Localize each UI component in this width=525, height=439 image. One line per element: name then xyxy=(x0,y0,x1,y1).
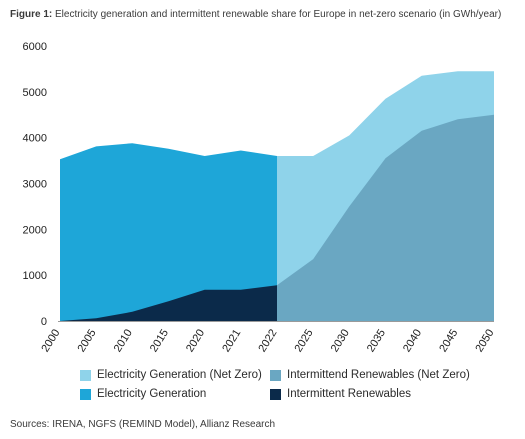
figure-label: Figure 1: xyxy=(10,9,53,20)
y-tick-label: 3000 xyxy=(23,179,47,191)
y-tick-label: 1000 xyxy=(23,270,47,282)
y-tick-label: 6000 xyxy=(23,41,47,53)
figure-title-text: Electricity generation and intermittent … xyxy=(55,9,502,20)
legend-row: Electricity Generation Intermittent Rene… xyxy=(80,388,520,400)
legend-label: Electricity Generation xyxy=(97,388,207,400)
x-tick-label: 2005 xyxy=(76,327,99,354)
x-tick-label: 2010 xyxy=(112,327,135,354)
legend-item-generation-net-zero: Electricity Generation (Net Zero) xyxy=(80,369,270,381)
x-tick-label: 2000 xyxy=(39,327,62,354)
x-tick-label: 2050 xyxy=(473,327,496,354)
legend-row: Electricity Generation (Net Zero) Interm… xyxy=(80,369,520,381)
y-tick-label: 2000 xyxy=(23,224,47,236)
x-tick-label: 2020 xyxy=(184,327,207,354)
legend-label: Intermittend Renewables (Net Zero) xyxy=(287,369,470,381)
y-tick-label: 0 xyxy=(41,316,47,328)
x-tick-label: 2015 xyxy=(148,327,171,354)
x-tick-label: 2022 xyxy=(256,327,279,354)
legend-item-renewables-net-zero: Intermittend Renewables (Net Zero) xyxy=(270,369,470,381)
x-tick-label: 2030 xyxy=(329,327,352,354)
legend-item-renewables: Intermittent Renewables xyxy=(270,388,411,400)
plot-area xyxy=(60,71,494,321)
legend: Electricity Generation (Net Zero) Interm… xyxy=(80,369,520,407)
x-tick-label: 2035 xyxy=(365,327,388,354)
y-axis: 0 1000 2000 3000 4000 5000 6000 xyxy=(23,41,47,328)
y-tick-label: 4000 xyxy=(23,133,47,145)
source-note: Sources: IRENA, NGFS (REMIND Model), All… xyxy=(10,419,276,430)
legend-label: Intermittent Renewables xyxy=(287,388,412,400)
legend-swatch xyxy=(270,369,281,381)
x-tick-label: 2045 xyxy=(437,327,460,354)
legend-label: Electricity Generation (Net Zero) xyxy=(97,369,262,381)
figure-title: Figure 1: Electricity generation and int… xyxy=(10,9,501,20)
legend-swatch xyxy=(80,388,91,400)
area-electricity-generation xyxy=(60,143,277,321)
legend-swatch xyxy=(270,388,281,400)
legend-swatch xyxy=(80,369,91,381)
x-tick-label: 2025 xyxy=(293,327,316,354)
area-intermittend-renewables-net-zero xyxy=(277,114,494,321)
x-tick-label: 2021 xyxy=(220,327,243,354)
x-tick-label: 2040 xyxy=(401,327,424,354)
area-intermittent-renewables xyxy=(60,285,277,321)
x-axis: 2000 2005 2010 2015 2020 2021 2022 2025 2030 2035… xyxy=(39,321,497,354)
legend-item-generation: Electricity Generation xyxy=(80,388,270,400)
y-tick-label: 5000 xyxy=(23,87,47,99)
